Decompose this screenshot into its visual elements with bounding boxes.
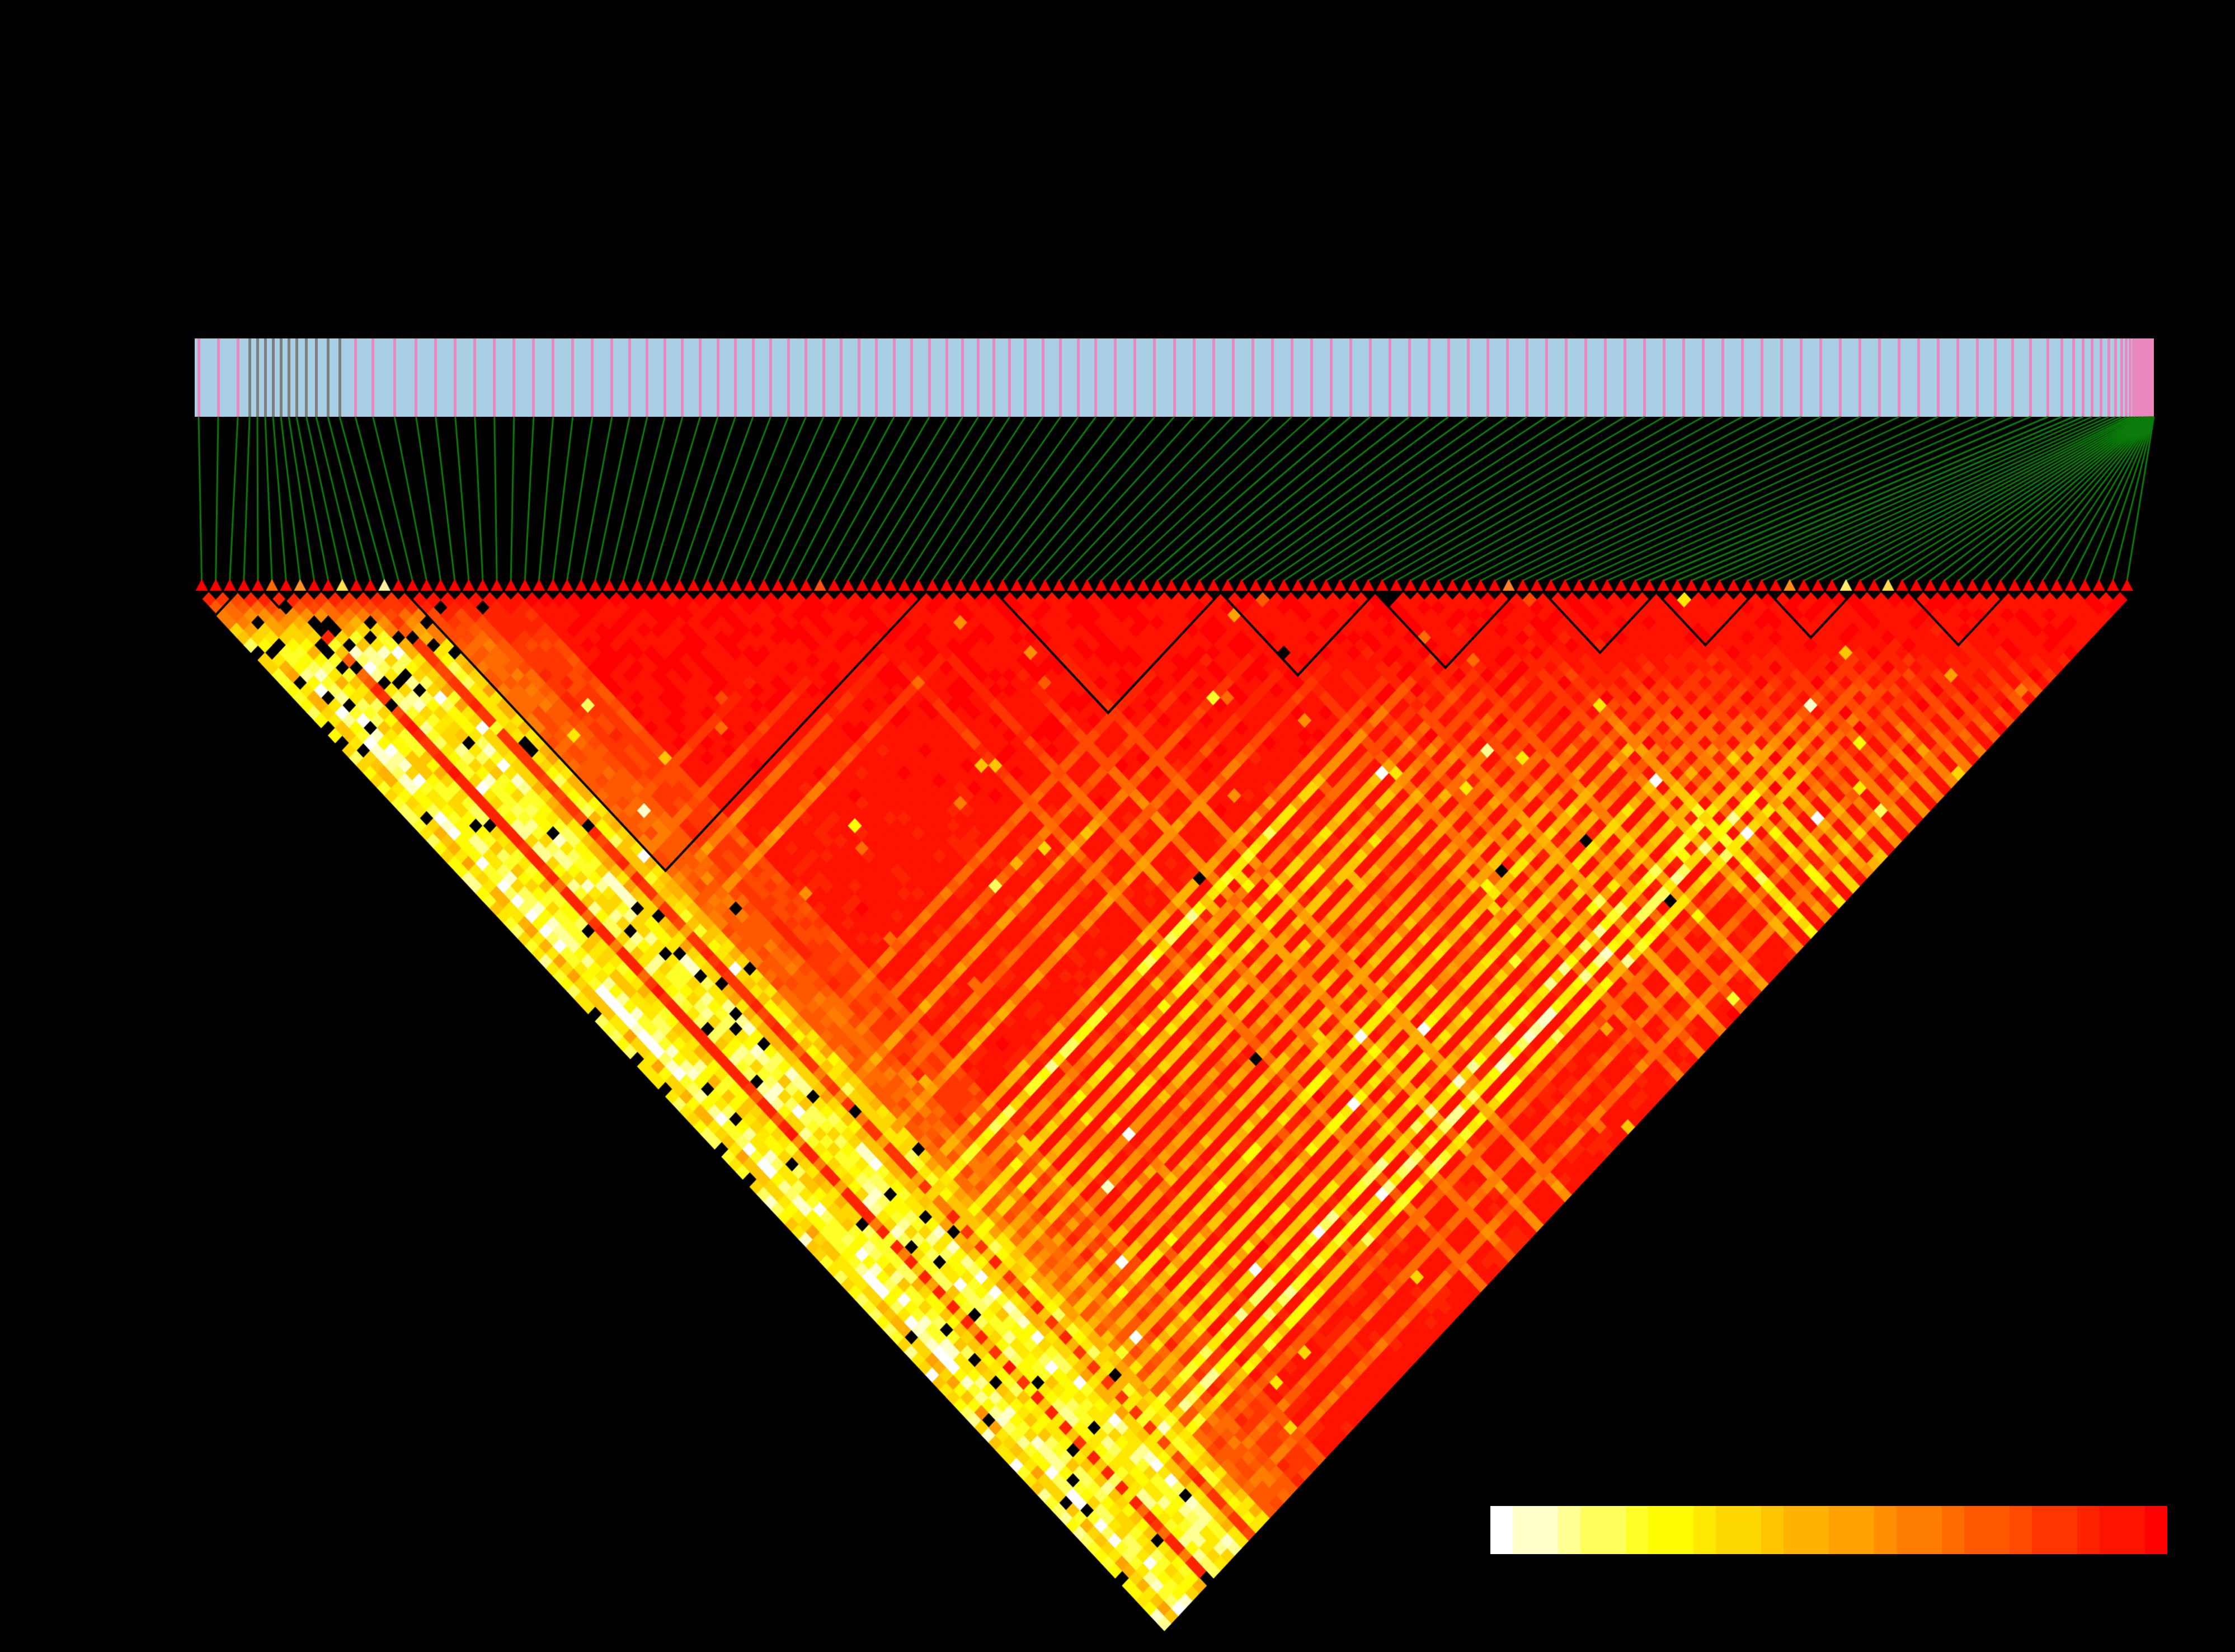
color-key-gradient — [1490, 1506, 2167, 1554]
color-key-step — [2031, 1506, 2055, 1554]
color-key-step — [1513, 1506, 1536, 1554]
color-key-step — [1964, 1506, 1987, 1554]
color-key-step — [1851, 1506, 1874, 1554]
color-key-step — [1896, 1506, 1919, 1554]
color-key-step — [2122, 1506, 2145, 1554]
color-key-step — [1828, 1506, 1852, 1554]
color-key-step — [1987, 1506, 2010, 1554]
color-key-step — [1671, 1506, 1693, 1554]
color-key-step — [1716, 1506, 1739, 1554]
color-key-step — [1693, 1506, 1716, 1554]
color-key-step — [1806, 1506, 1829, 1554]
color-key-step — [1738, 1506, 1761, 1554]
color-key-step — [1625, 1506, 1649, 1554]
color-key-step — [1648, 1506, 1671, 1554]
color-key-step — [1941, 1506, 1964, 1554]
color-key-step — [1874, 1506, 1897, 1554]
color-key-step — [1535, 1506, 1558, 1554]
color-key-step — [2099, 1506, 2123, 1554]
color-key-step — [2077, 1506, 2100, 1554]
color-key-step — [1603, 1506, 1626, 1554]
color-key-step — [2144, 1506, 2167, 1554]
color-key-step — [2054, 1506, 2077, 1554]
color-key-step — [1784, 1506, 1806, 1554]
color-key-step — [1580, 1506, 1603, 1554]
color-key-step — [1919, 1506, 1942, 1554]
color-key-step — [1490, 1506, 1513, 1554]
color-key-step — [1558, 1506, 1581, 1554]
color-key-step — [1761, 1506, 1784, 1554]
color-key-step — [2009, 1506, 2032, 1554]
